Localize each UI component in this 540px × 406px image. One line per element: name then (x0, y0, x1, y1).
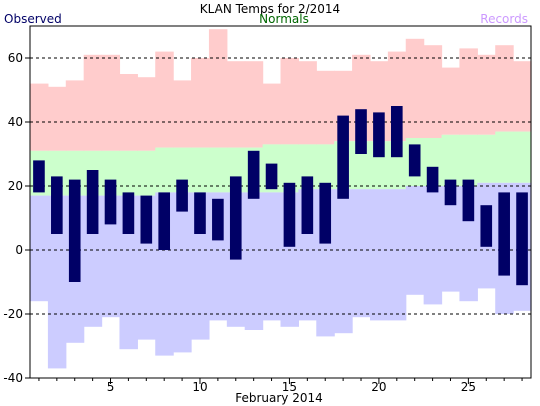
normal-range-band (495, 131, 514, 183)
observed-bar (462, 179, 475, 222)
record-low-band (423, 186, 443, 305)
x-axis-label: February 2014 (235, 391, 323, 405)
record-high-band (191, 58, 210, 148)
observed-bar (122, 192, 135, 234)
record-high-band (405, 38, 425, 138)
record-high-band (423, 45, 443, 139)
plot-frame (29, 25, 532, 379)
normal-range-band (280, 144, 299, 193)
record-low-band (173, 192, 192, 353)
record-high-band (226, 61, 246, 148)
y-tick-label: 40 (8, 115, 23, 129)
observed-bar (194, 192, 206, 234)
observed-bar (140, 195, 153, 244)
record-low-band (101, 195, 121, 318)
observed-bar (229, 176, 242, 260)
record-high-band (513, 61, 532, 132)
observed-bar (247, 150, 260, 199)
normal-range-band (513, 131, 532, 183)
observed-bar (390, 106, 403, 158)
x-tick-label: 20 (371, 380, 386, 394)
record-high-band (316, 70, 335, 145)
record-high-band (119, 74, 138, 151)
observed-bar (265, 163, 278, 190)
normal-range-band (477, 134, 496, 183)
y-tick-label: 60 (8, 51, 23, 65)
observed-bar (283, 182, 296, 247)
observed-bar (337, 115, 349, 199)
observed-bar (516, 192, 528, 286)
chart-title: KLAN Temps for 2/2014 (200, 2, 340, 16)
observed-bar (480, 205, 493, 247)
record-low-band (30, 195, 49, 302)
record-high-band (101, 54, 121, 151)
y-tick-label: 20 (8, 179, 23, 193)
record-high-band (459, 48, 478, 135)
observed-bar (104, 179, 117, 225)
record-low-band (262, 192, 282, 321)
record-high-band (30, 83, 49, 151)
normal-range-band (137, 150, 156, 196)
observed-bar (33, 160, 45, 193)
observed-bar (51, 176, 63, 234)
observed-bar (176, 179, 188, 212)
normal-range-band (155, 147, 174, 193)
record-low-band (387, 189, 407, 321)
y-tick-label: 0 (15, 243, 23, 257)
x-tick-label: 15 (282, 380, 297, 394)
observed-bar (158, 192, 171, 250)
record-low-band (244, 192, 264, 330)
observed-bar (373, 112, 385, 158)
record-low-band (405, 186, 425, 295)
normal-range-band (208, 147, 228, 193)
record-high-band (137, 77, 156, 151)
observed-bar (319, 182, 332, 244)
record-high-band (280, 58, 299, 145)
record-high-band (47, 86, 67, 151)
observed-bar (498, 192, 510, 276)
record-high-band (262, 83, 282, 145)
normal-range-band (119, 150, 138, 196)
plot-area: -40 -20 0 20 40 60 5 10 15 20 25 (3, 25, 532, 394)
record-high-band (298, 61, 317, 145)
record-high-band (208, 29, 228, 148)
record-low-band (441, 186, 461, 292)
normal-range-band (459, 134, 478, 186)
observed-bar (355, 109, 367, 154)
record-high-band (244, 61, 264, 148)
normal-range-band (316, 144, 335, 190)
normal-range-band (441, 134, 461, 186)
record-high-band (441, 67, 461, 135)
y-tick-label: -20 (3, 307, 23, 321)
observed-bar (212, 198, 224, 241)
record-high-band (477, 54, 496, 135)
record-low-band (352, 189, 371, 318)
observed-bar (426, 166, 439, 193)
observed-bar (444, 179, 457, 206)
observed-bar (86, 170, 99, 234)
record-low-band (369, 189, 389, 321)
legend-observed: Observed (4, 12, 62, 26)
record-high-band (155, 51, 174, 148)
x-tick-label: 5 (107, 380, 115, 394)
record-low-band (47, 195, 67, 369)
observed-bar (408, 144, 421, 177)
x-tick-label: 10 (192, 380, 207, 394)
observed-bar (301, 176, 314, 234)
record-high-band (65, 80, 85, 151)
observed-bar (68, 179, 81, 282)
x-tick-label: 25 (461, 380, 476, 394)
record-high-band (495, 45, 514, 132)
record-low-band (334, 189, 353, 334)
legend-normals: Normals (259, 12, 309, 26)
record-high-band (173, 80, 192, 148)
legend-records: Records (480, 12, 528, 26)
y-tick-label: -40 (3, 371, 23, 385)
record-high-band (83, 54, 103, 151)
normal-range-band (191, 147, 210, 193)
